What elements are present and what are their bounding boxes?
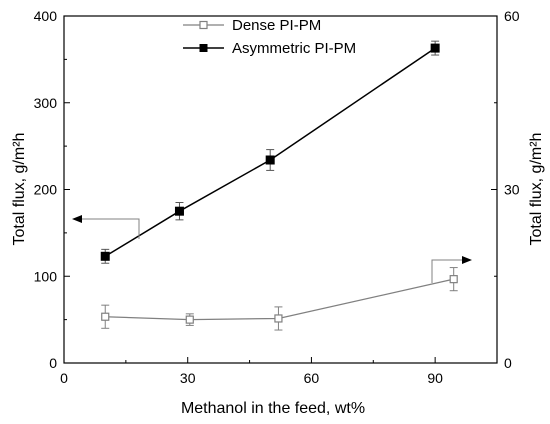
x-tick-label: 90	[427, 370, 443, 386]
right-axis-indicator-arrow	[431, 256, 472, 283]
arrow-line	[80, 218, 140, 239]
legend-label: Asymmetric PI-PM	[232, 40, 356, 57]
legend-entry-asymmetric-pi-pm: Asymmetric PI-PM	[183, 40, 356, 57]
data-point	[430, 43, 440, 53]
y-left-tick-label: 300	[34, 95, 58, 111]
plot-area-border	[63, 15, 498, 364]
series-line	[104, 47, 436, 257]
series-dense-pi-pm	[101, 267, 458, 331]
left-axis-indicator-arrow	[72, 215, 140, 239]
axis-ticks: 0 30 60 90 0 100 200 300 400 0 30 60	[34, 8, 520, 386]
arrow-head	[72, 215, 82, 223]
data-point	[265, 155, 275, 165]
y-axis-right-title: Total flux, g/m²h	[528, 133, 545, 246]
arrow-head	[462, 256, 472, 264]
y-left-tick-label: 200	[34, 182, 58, 198]
data-point	[274, 314, 283, 323]
y-left-tick-label: 400	[34, 8, 58, 24]
arrow-line	[431, 259, 462, 283]
axis-indicator-arrows	[72, 215, 472, 283]
plot-frame	[63, 15, 498, 364]
series-line	[105, 278, 454, 321]
y-left-tick-label: 100	[34, 268, 58, 284]
x-tick-label: 60	[304, 370, 320, 386]
data-point	[100, 251, 110, 261]
x-tick-label: 0	[60, 370, 68, 386]
legend-swatch-marker	[199, 44, 208, 52]
series-asymmetric-pi-pm	[100, 40, 440, 264]
data-series	[100, 40, 458, 331]
legend-swatch-marker	[199, 20, 208, 30]
data-point	[174, 206, 184, 216]
legend: Dense PI-PM Asymmetric PI-PM	[183, 17, 356, 57]
x-tick-label: 30	[180, 370, 196, 386]
y-right-tick-label: 30	[504, 182, 520, 198]
legend-entry-dense-pi-pm: Dense PI-PM	[183, 17, 321, 34]
y-axis-left-title: Total flux, g/m²h	[11, 133, 28, 246]
legend-label: Dense PI-PM	[232, 17, 321, 34]
y-left-tick-label: 0	[49, 355, 57, 371]
data-point	[185, 315, 194, 324]
y-right-tick-label: 60	[504, 8, 520, 24]
data-point	[101, 312, 110, 321]
x-axis-title: Methanol in the feed, wt%	[181, 400, 365, 417]
y-right-tick-label: 0	[504, 355, 512, 371]
data-point	[449, 275, 458, 284]
